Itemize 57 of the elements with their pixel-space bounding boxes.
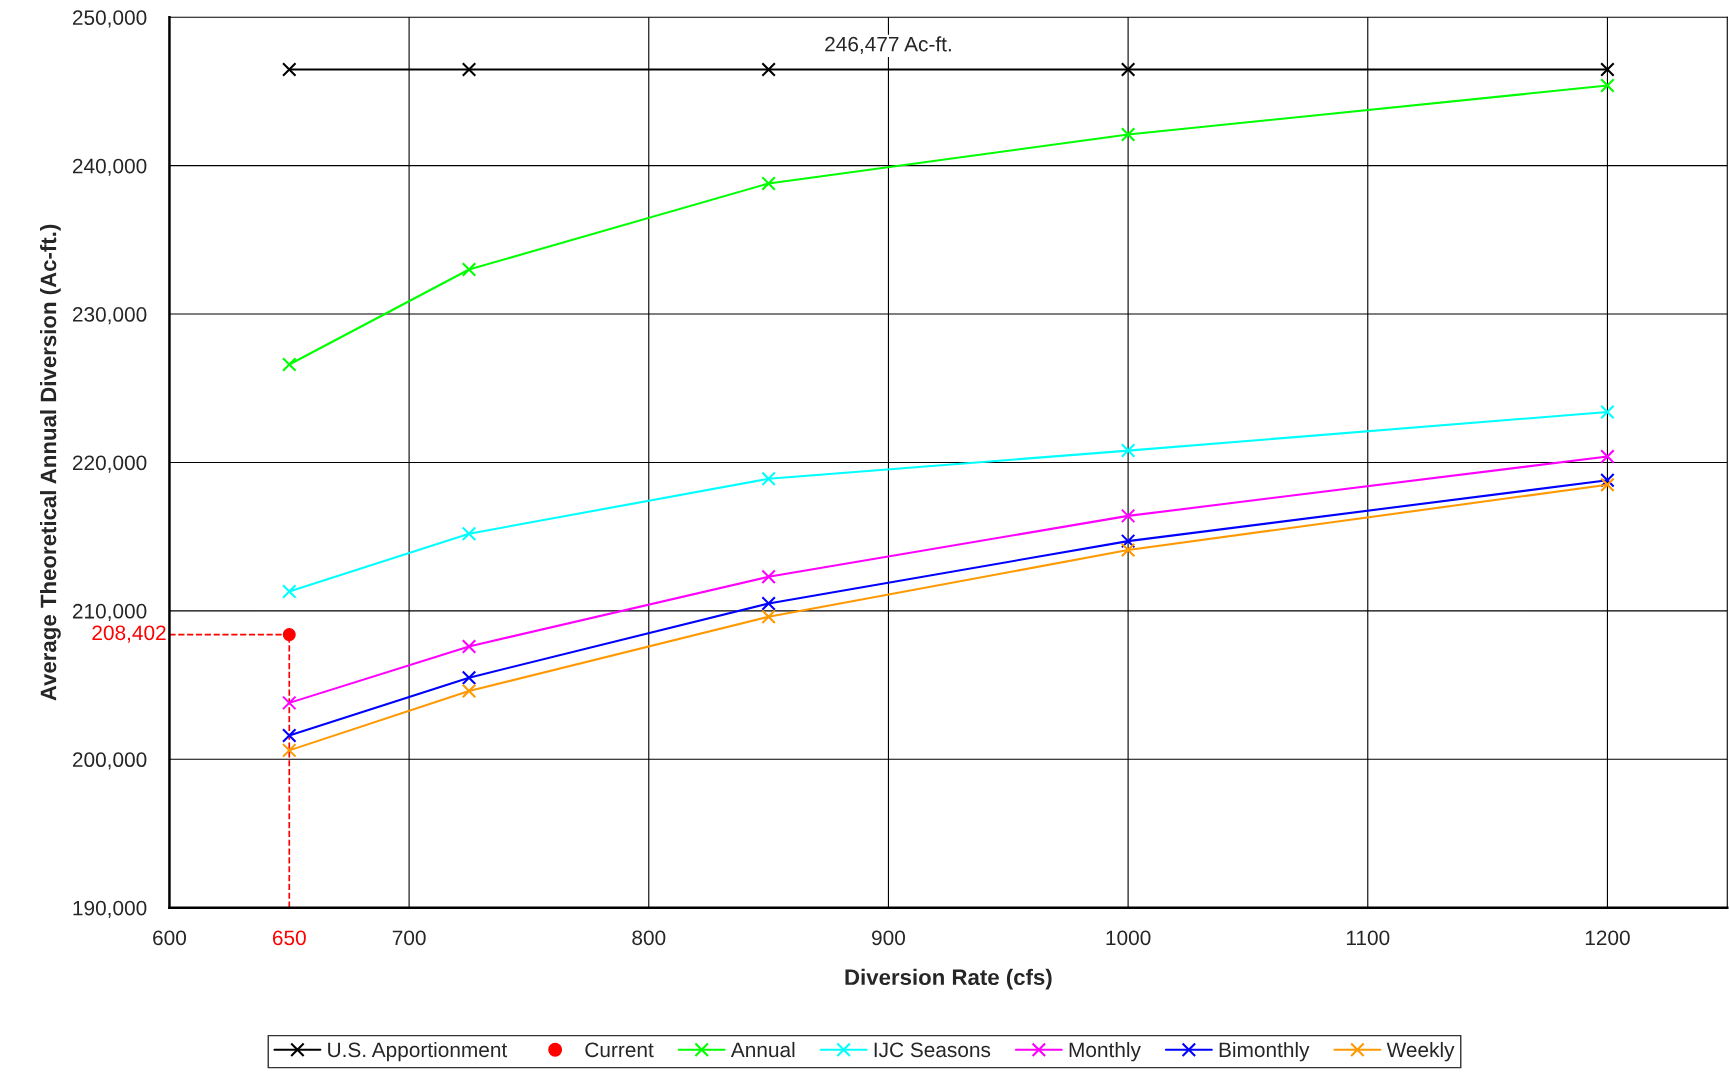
point (461, 639, 477, 654)
point (281, 695, 297, 711)
point (281, 62, 297, 77)
y-tick-label: 250,000 (72, 10, 147, 28)
y-tick-label: 240,000 (72, 158, 147, 176)
point (281, 584, 297, 599)
point (1600, 472, 1615, 488)
ref-line-label: 208,402 (92, 625, 166, 643)
legend-label: Annual (730, 1041, 795, 1058)
point (1120, 542, 1136, 558)
point (1600, 449, 1615, 464)
point (1120, 443, 1136, 458)
legend-label: Weekly (1386, 1041, 1455, 1062)
x-tick-label: 1000 (1106, 930, 1151, 946)
legend-label: Bimonthly (1219, 1041, 1310, 1062)
x-axis-title: Diversion Rate (cfs) (845, 968, 1052, 990)
point (281, 728, 297, 743)
x-tick-label: 1100 (1346, 930, 1390, 946)
legend-label: Monthly (1069, 1041, 1141, 1062)
point (761, 569, 776, 585)
legend-label: IJC Seasons (874, 1042, 991, 1058)
point (761, 609, 776, 625)
legend-label: Current (585, 1042, 654, 1058)
x-tick-label: 900 (872, 930, 906, 946)
x-tick-label: 700 (392, 930, 426, 946)
point (1120, 533, 1136, 549)
point (1600, 78, 1615, 93)
point (1600, 404, 1615, 420)
y-axis-title: Average Theoretical Annual Diversion (Ac-ft.) (40, 224, 61, 701)
x-tick-label: 600 (153, 930, 187, 946)
point (281, 743, 297, 758)
point (281, 357, 297, 372)
point (761, 471, 776, 487)
x-tick-label: 800 (632, 930, 666, 946)
point (1120, 62, 1136, 77)
point (1120, 127, 1136, 142)
point (461, 683, 477, 699)
point (461, 526, 477, 541)
point (1600, 477, 1615, 493)
point (761, 62, 776, 77)
legend-label: U.S. Apportionment (328, 1041, 508, 1062)
annotation: 246,477 Ac-ft. (825, 36, 951, 54)
point (1120, 508, 1136, 524)
point (761, 596, 776, 611)
point (282, 628, 296, 642)
point (1600, 62, 1615, 77)
x-tick-label: 1200 (1585, 930, 1630, 946)
y-tick-label: 230,000 (72, 307, 147, 325)
point (761, 176, 776, 191)
y-tick-label: 220,000 (72, 455, 147, 473)
ref-line-label: 650 (272, 930, 306, 946)
point (461, 62, 477, 77)
y-tick-label: 200,000 (72, 752, 147, 770)
point (461, 262, 477, 277)
point (461, 670, 477, 685)
y-tick-label: 190,000 (73, 900, 147, 918)
y-tick-label: 210,000 (72, 603, 147, 622)
